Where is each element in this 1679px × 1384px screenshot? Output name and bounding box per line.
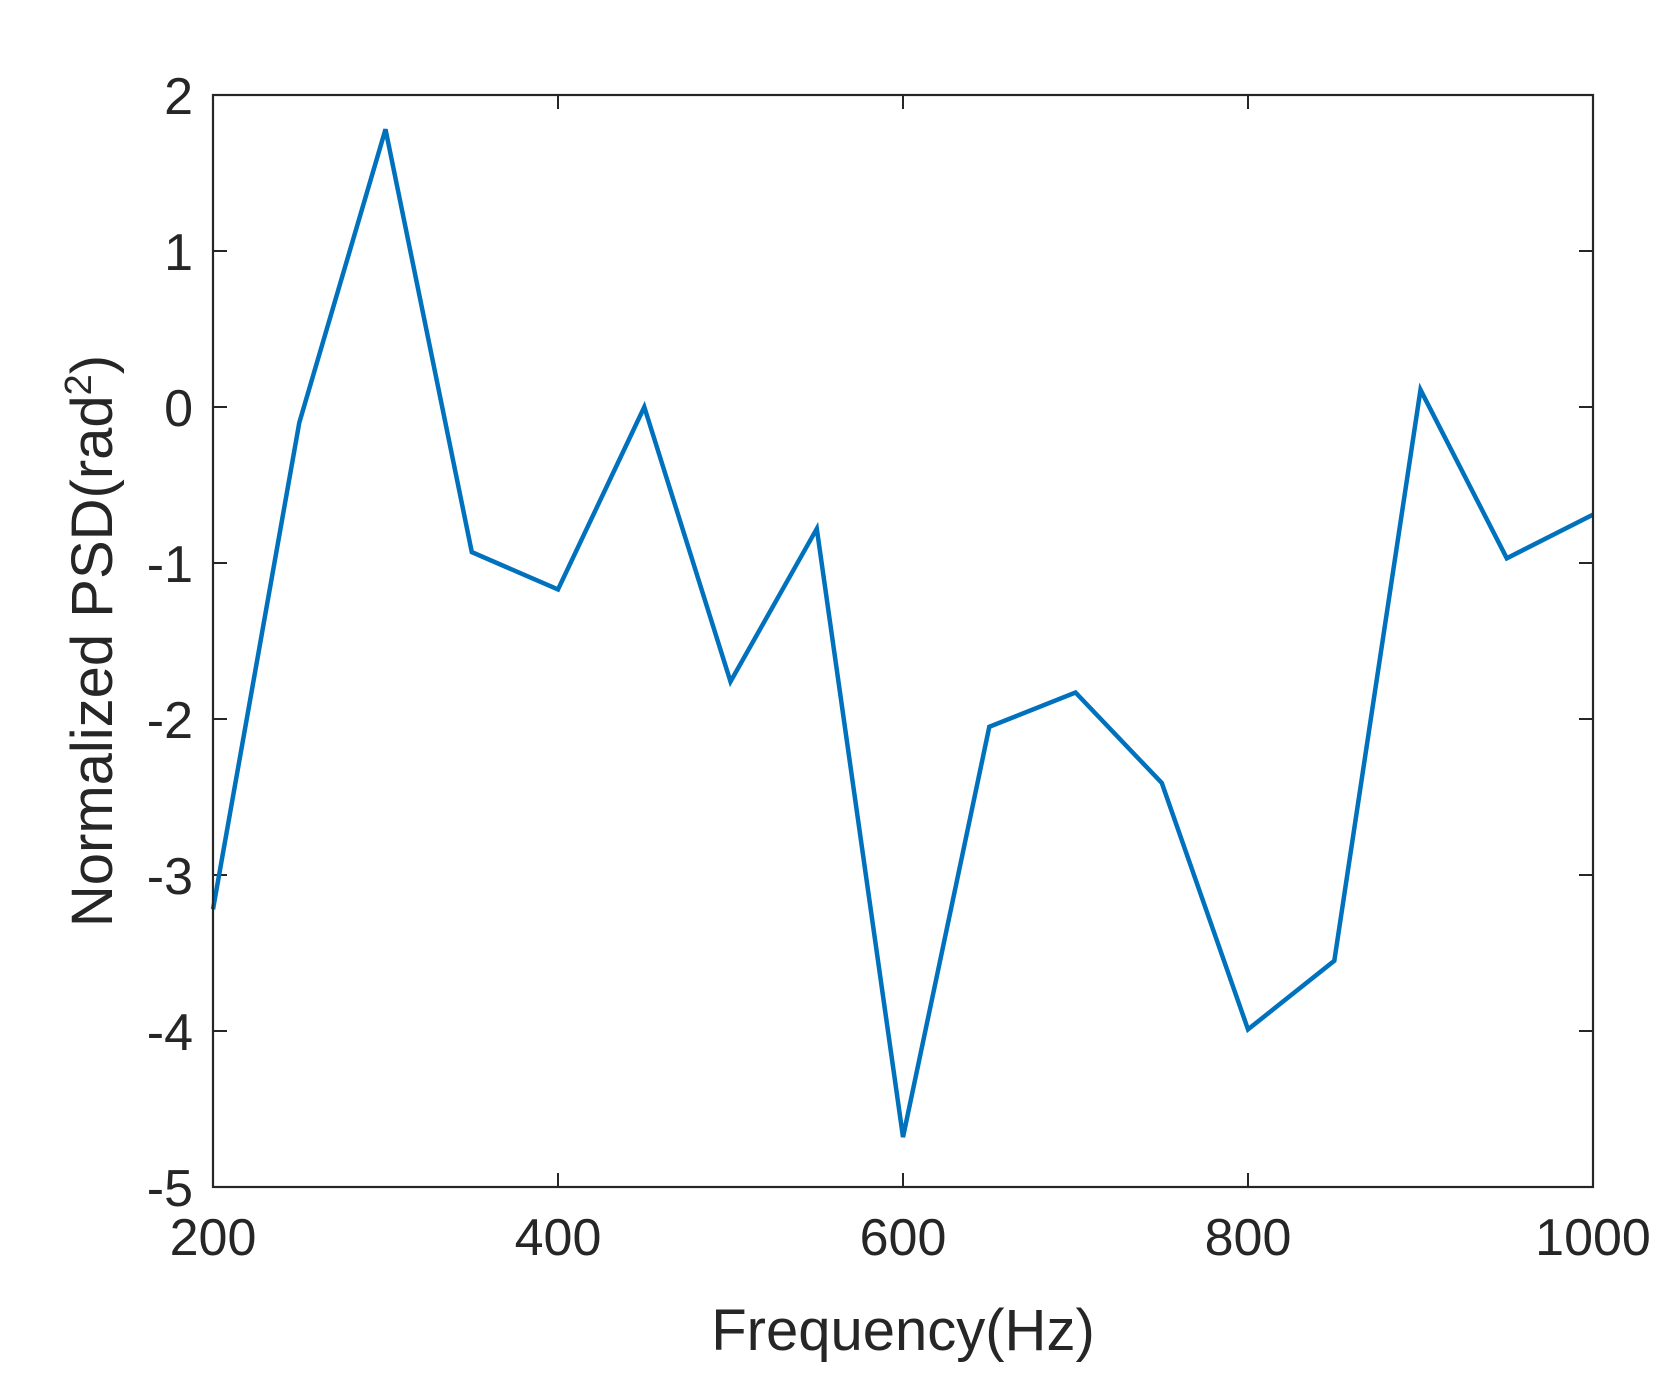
- y-tick-label: -1: [147, 536, 193, 594]
- y-tick-label: 2: [164, 68, 193, 126]
- y-tick-label: -4: [147, 1004, 193, 1062]
- y-tick-label: 0: [164, 380, 193, 438]
- y-tick-label: -5: [147, 1160, 193, 1218]
- y-tick-label: -3: [147, 848, 193, 906]
- y-axis-label-main: Normalized PSD(rad: [60, 395, 125, 927]
- y-tick-label: -2: [147, 692, 193, 750]
- x-tick-label: 600: [860, 1209, 947, 1267]
- x-tick-label: 200: [170, 1209, 257, 1267]
- x-tick-label: 800: [1205, 1209, 1292, 1267]
- y-tick-label: 1: [164, 224, 193, 282]
- x-tick-label: 400: [515, 1209, 602, 1267]
- y-axis-label-close: ): [60, 355, 125, 374]
- x-axis-label: Frequency(Hz): [711, 1298, 1095, 1363]
- tick-labels: 200 400 600 800 1000 2 1 0 -1 -2 -3 -4 -5: [147, 68, 1651, 1267]
- psd-series-line: [210, 128, 1595, 1138]
- y-axis-label-superscript: 2: [58, 374, 100, 395]
- plot-area-frame: [211, 93, 1595, 1189]
- y-axis-label: Normalized PSD(rad2): [58, 355, 125, 927]
- x-tick-label: 1000: [1535, 1209, 1651, 1267]
